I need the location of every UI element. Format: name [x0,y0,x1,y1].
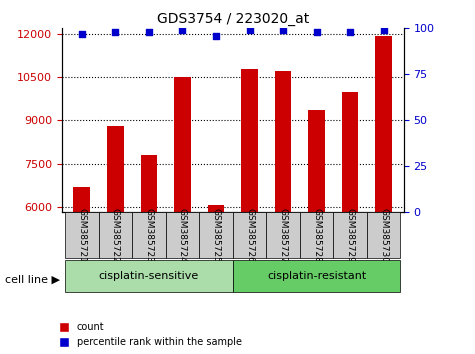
Bar [174,77,191,212]
Bar [233,212,266,258]
Bar [99,212,132,258]
Point [346,29,354,35]
Bar [375,35,392,212]
Bar [275,72,292,212]
Bar [333,212,367,258]
Point [380,27,388,33]
Bar [199,212,233,258]
Legend: count, percentile rank within the sample: count, percentile rank within the sample [52,320,244,349]
Text: GSM385725: GSM385725 [211,208,220,263]
Bar [266,212,300,258]
Text: GSM385726: GSM385726 [245,208,254,263]
Point [112,29,119,35]
Bar [233,260,400,292]
Text: cisplatin-resistant: cisplatin-resistant [267,271,366,281]
Point [78,31,86,37]
Bar [166,212,199,258]
Bar [300,212,333,258]
Text: GSM385722: GSM385722 [111,208,120,263]
Point [145,29,153,35]
Point [179,27,186,33]
Bar [342,92,359,212]
Text: GSM385721: GSM385721 [77,208,86,263]
Text: GSM385729: GSM385729 [346,208,355,263]
Bar [208,205,224,212]
Bar [65,212,99,258]
Text: GSM385730: GSM385730 [379,208,388,263]
Text: GSM385724: GSM385724 [178,208,187,263]
Text: GSM385723: GSM385723 [144,208,153,263]
Bar [107,126,124,212]
Title: GDS3754 / 223020_at: GDS3754 / 223020_at [157,12,309,26]
Text: GSM385728: GSM385728 [312,208,321,263]
Point [279,27,287,33]
Point [212,33,220,39]
Text: cisplatin-sensitive: cisplatin-sensitive [99,271,199,281]
Bar [308,110,325,212]
Bar [132,212,166,258]
Text: GSM385727: GSM385727 [278,208,287,263]
Bar [367,212,400,258]
Bar [74,187,90,212]
Bar [241,69,258,212]
Point [313,29,320,35]
Bar [65,260,233,292]
Point [246,27,253,33]
Text: cell line ▶: cell line ▶ [5,275,60,285]
Bar [141,155,157,212]
